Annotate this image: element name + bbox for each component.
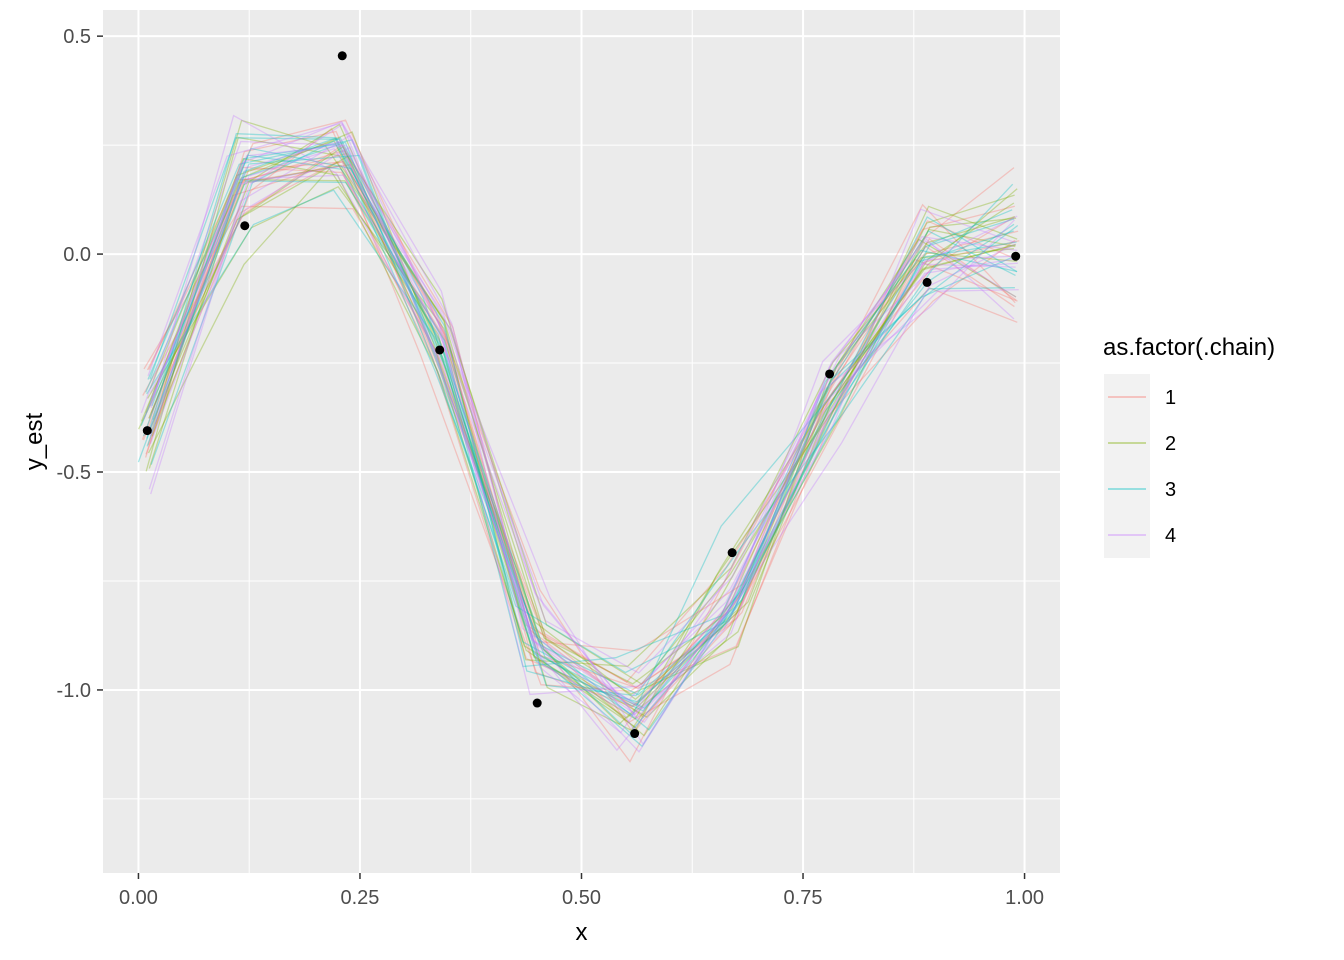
legend-label-2: 2: [1165, 433, 1176, 455]
draw-line-chain-3: [145, 147, 1016, 668]
axes: 0.00 0.25 0.50 0.75 1.00 0.5 0.0 -0.5 -1.0: [57, 26, 1044, 909]
draw-line-chain-1: [154, 127, 1016, 689]
x-axis-title: x: [576, 919, 588, 946]
draw-line-chain-4: [149, 120, 1015, 734]
x-tick-label: 1.00: [1005, 887, 1044, 909]
draw-line-chain-1: [141, 166, 1015, 763]
draw-line-chain-2: [148, 131, 1016, 719]
draw-line-chain-2: [145, 140, 1018, 737]
data-point: [435, 345, 445, 355]
draw-line-chain-3: [151, 154, 1015, 710]
draw-line-chain-1: [144, 130, 1018, 718]
legend-label-4: 4: [1165, 525, 1176, 547]
y-tick-label: 0.5: [63, 26, 91, 48]
data-point: [630, 729, 640, 739]
draw-line-chain-1: [146, 152, 1017, 689]
draw-line-chain-3: [146, 133, 1015, 717]
data-point: [1011, 251, 1021, 261]
draw-line-chain-4: [149, 146, 1018, 723]
legend-label-1: 1: [1165, 387, 1176, 409]
posterior-draw-lines: [137, 114, 1020, 763]
legend-key-background: [1104, 374, 1150, 558]
draw-line-chain-3: [150, 136, 1019, 697]
draw-line-chain-4: [148, 134, 1017, 716]
draw-line-chain-2: [138, 155, 1017, 695]
draw-line-chain-1: [148, 149, 1018, 706]
data-point: [337, 51, 347, 61]
draw-line-chain-4: [149, 123, 1016, 710]
legend: as.factor(.chain) 1 2 3 4: [1103, 334, 1275, 558]
data-point: [922, 277, 932, 287]
x-tick-label: 0.00: [119, 887, 158, 909]
draw-line-chain-3: [146, 189, 1015, 734]
draw-line-chain-4: [148, 140, 1018, 674]
draw-line-chain-4: [150, 165, 1018, 746]
draw-line-chain-2: [147, 185, 1017, 685]
draw-line-chain-4: [149, 174, 1016, 752]
draw-line-chain-3: [140, 154, 1018, 696]
y-tick-label: -1.0: [57, 680, 91, 702]
draw-line-chain-3: [146, 136, 1017, 707]
observed-points: [142, 51, 1021, 739]
draw-line-chain-1: [142, 143, 1015, 708]
x-tick-label: 0.75: [784, 887, 823, 909]
draw-line-chain-3: [149, 137, 1018, 731]
draw-line-chain-1: [148, 119, 1016, 708]
draw-line-chain-3: [152, 180, 1013, 712]
y-tick-label: -0.5: [57, 462, 91, 484]
legend-label-3: 3: [1165, 479, 1176, 501]
x-tick-label: 0.50: [562, 887, 601, 909]
draw-line-chain-3: [147, 139, 1014, 674]
draw-line-chain-3: [142, 143, 1017, 703]
draw-line-chain-2: [149, 157, 1016, 719]
draw-line-chain-2: [140, 178, 1015, 732]
draw-line-chain-2: [145, 136, 1014, 667]
draw-line-chain-2: [150, 119, 1016, 725]
data-point: [142, 426, 152, 436]
draw-line-chain-4: [150, 147, 1016, 719]
draw-line-chain-1: [150, 160, 1019, 724]
draw-line-chain-1: [145, 160, 1015, 735]
draw-line-chain-1: [142, 161, 1020, 692]
draw-line-chain-1: [143, 205, 1017, 652]
draw-line-chain-1: [147, 163, 1015, 683]
x-tick-label: 0.25: [341, 887, 380, 909]
y-axis-title: y_est: [21, 412, 48, 470]
draw-line-chain-3: [137, 141, 1014, 748]
draw-line-chain-2: [148, 123, 1018, 701]
draw-line-chain-4: [147, 122, 1018, 716]
y-tick-label: 0.0: [63, 244, 91, 266]
draw-line-chain-4: [150, 114, 1015, 753]
draw-line-chain-2: [151, 164, 1016, 685]
draw-line-chain-2: [147, 167, 1018, 720]
data-point: [727, 548, 737, 558]
grid-major: [103, 10, 1060, 873]
legend-title: as.factor(.chain): [1103, 334, 1275, 361]
data-point: [825, 369, 835, 379]
data-point: [240, 221, 250, 231]
data-point: [532, 698, 542, 708]
draw-line-chain-4: [143, 145, 1019, 701]
draw-line-chain-2: [147, 145, 1015, 729]
draw-line-chain-4: [140, 140, 1016, 696]
